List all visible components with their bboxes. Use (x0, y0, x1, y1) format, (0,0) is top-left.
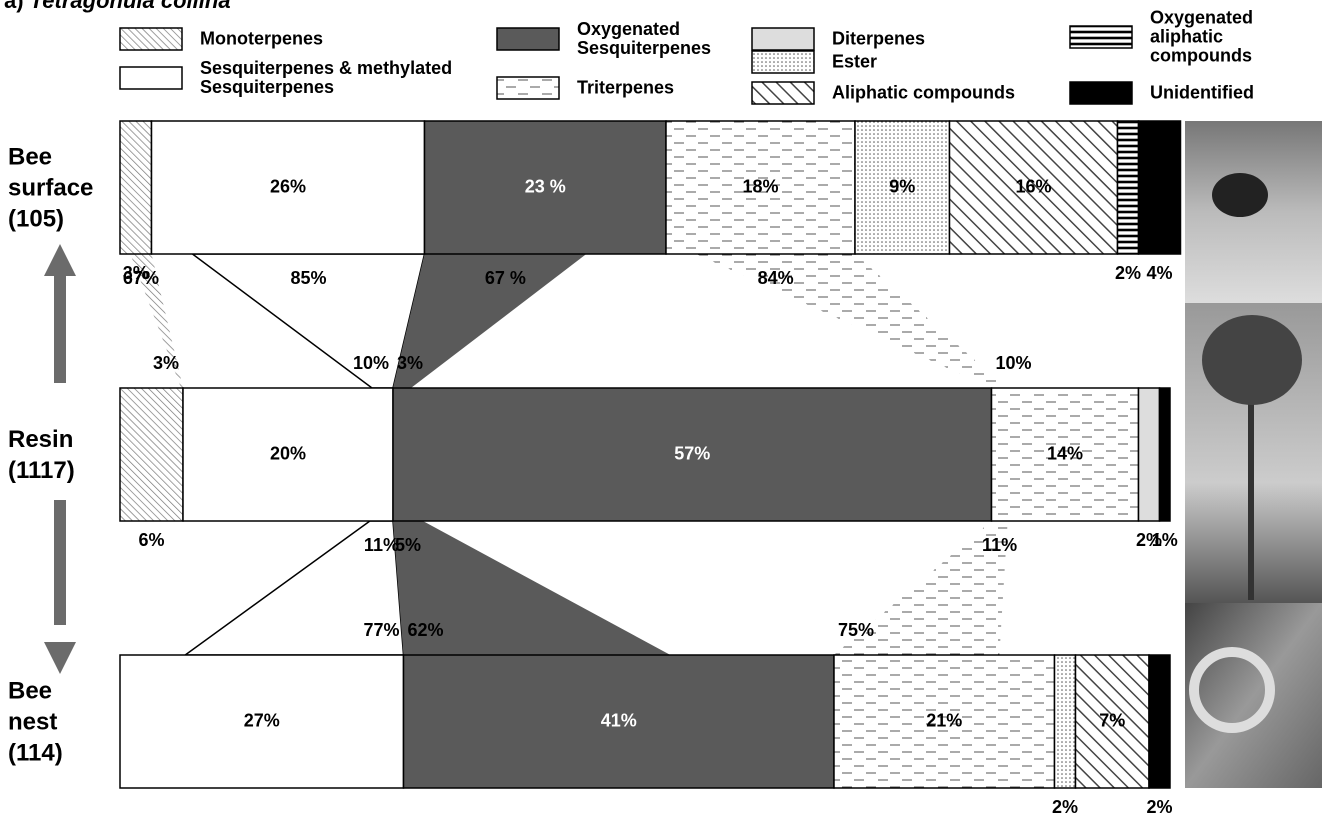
legend-label: Diterpenes (832, 28, 926, 49)
legend-swatch (119, 27, 183, 51)
link-band (696, 254, 1007, 388)
nest-photo (1185, 603, 1322, 788)
legend-swatch (751, 27, 815, 51)
value-label: 23 % (525, 176, 566, 196)
value-label: 27% (244, 710, 280, 730)
link-label: 3% (397, 353, 423, 373)
value-label: 14% (1047, 443, 1083, 463)
link-label: 11% (364, 535, 399, 555)
legend-swatch (751, 81, 815, 105)
value-label: 1% (1152, 530, 1178, 550)
bar-segment (119, 654, 405, 789)
legend-swatch (496, 76, 560, 100)
link-label: 75% (838, 620, 874, 640)
bar-segment (1137, 120, 1182, 255)
bar-segment (392, 387, 993, 522)
bar-segment (1137, 387, 1161, 522)
legend-label: Monoterpenes (200, 28, 324, 49)
value-label: 2% (1136, 530, 1162, 550)
legend-label: Sesquiterpenes & methylated Sesquiterpen… (200, 58, 453, 97)
legend-swatch (1069, 81, 1133, 105)
row-label: Bee surface (105) (8, 143, 94, 232)
value-label: 26% (270, 176, 306, 196)
chart-title: a) Tetragonula collina (4, 0, 231, 14)
link-band (393, 254, 587, 388)
bar-segment (665, 120, 856, 255)
bar-segment (1116, 120, 1140, 255)
arrow-shaft (54, 268, 66, 383)
link-label: 11% (982, 535, 1017, 555)
legend-label: Oxygenated aliphatic compounds (1150, 7, 1254, 66)
link-label: 10% (996, 353, 1032, 373)
arrow-head (44, 244, 76, 276)
link-label: 84% (758, 268, 794, 288)
link-label: 10% (353, 353, 389, 373)
link-label: 67 % (485, 268, 526, 288)
legend-label: Ester (832, 51, 878, 72)
value-label: 16% (1015, 176, 1051, 196)
value-label: 4% (1146, 263, 1172, 283)
arrow (44, 244, 76, 674)
value-label: 6% (138, 530, 164, 550)
legend-label: Unidentified (1150, 82, 1254, 103)
value-label: 41% (601, 710, 637, 730)
link-band (834, 521, 1008, 655)
bar-segment (833, 654, 1056, 789)
legend-label: Triterpenes (577, 77, 675, 98)
value-label: 20% (270, 443, 306, 463)
bar-segment (402, 654, 835, 789)
link-label: 62% (408, 620, 444, 640)
value-label: 9% (889, 176, 915, 196)
tree-crown (1202, 315, 1302, 405)
links (130, 253, 1008, 656)
arrow-head (44, 642, 76, 674)
bar-segment (119, 387, 184, 522)
bee-shape (1212, 173, 1268, 217)
link-label: 67% (123, 268, 159, 288)
bar-segment (990, 387, 1140, 522)
photos (1185, 121, 1322, 788)
bar-segment (423, 120, 667, 255)
bar-segment (1148, 654, 1171, 789)
link-band (393, 521, 671, 655)
bar-segment (1053, 654, 1077, 789)
value-label: 2% (1052, 797, 1078, 814)
arrow-shaft (54, 500, 66, 625)
link-label: 3% (153, 353, 179, 373)
link-label: 77% (363, 620, 399, 640)
link-label: 5% (395, 535, 421, 555)
bar-segment (1074, 654, 1150, 789)
nest-entrance (1189, 647, 1275, 733)
row-label: Resin (1117) (8, 425, 75, 484)
panel-label: a) (4, 0, 24, 13)
bar-segment (948, 120, 1119, 255)
link-label: 85% (290, 268, 326, 288)
legend-label: Aliphatic compounds (832, 82, 1016, 103)
legend-swatch (119, 66, 183, 90)
value-label: 7% (1099, 710, 1125, 730)
legend-swatch (751, 50, 815, 74)
legend-swatch (1069, 25, 1133, 49)
bar-segment (854, 120, 951, 255)
bar-segment (1158, 387, 1171, 522)
title: Tetragonula collina (29, 0, 231, 13)
legend-label: Oxygenated Sesquiterpenes (577, 19, 712, 58)
value-label: 2% (1146, 797, 1172, 814)
row-label: Bee nest (114) (8, 677, 63, 766)
value-label: 18% (742, 176, 778, 196)
value-label: 2% (1115, 263, 1141, 283)
value-label: 21% (926, 710, 962, 730)
legend-swatch (496, 27, 560, 51)
link-band (130, 254, 183, 388)
tree-trunk (1248, 360, 1254, 600)
value-label: 3% (123, 263, 149, 283)
value-label: 57% (674, 443, 710, 463)
bar-segment (119, 120, 153, 255)
